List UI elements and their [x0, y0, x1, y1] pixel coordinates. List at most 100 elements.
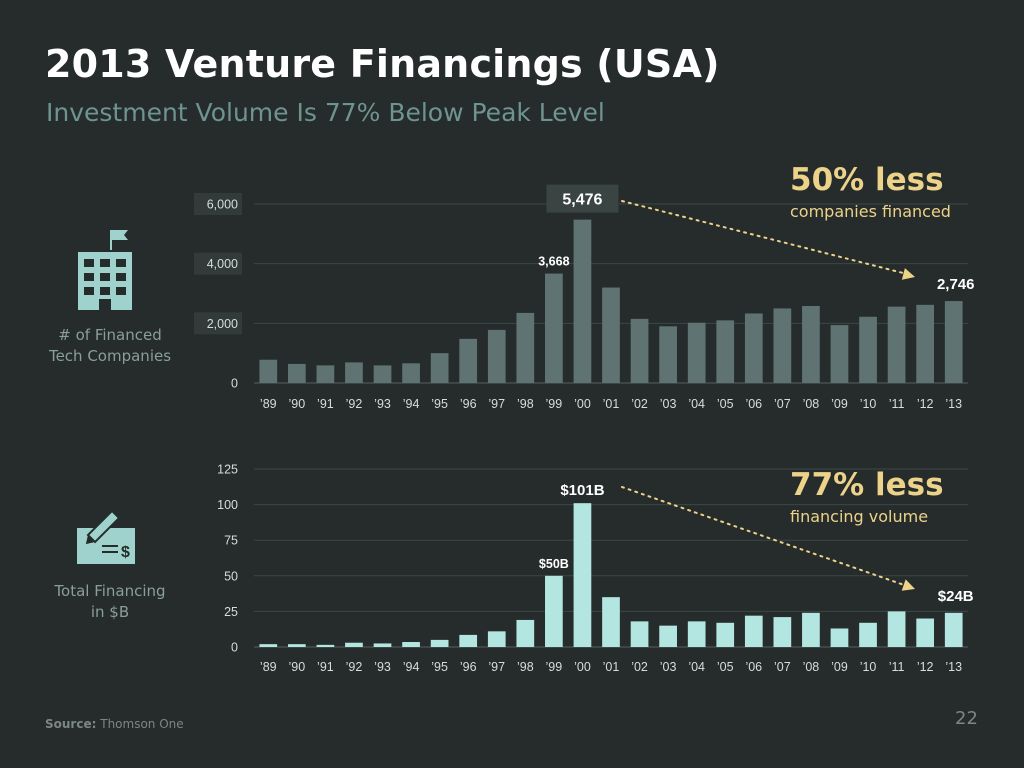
companies-bar: [830, 325, 849, 383]
financing-xtick-label: ’03: [660, 660, 677, 674]
financing-bar: [602, 597, 620, 647]
companies-xtick-label: ’93: [374, 397, 391, 411]
companies-bar: [916, 304, 935, 383]
financing-xtick-label: ’89: [260, 660, 277, 674]
financing-xtick-label: ’06: [745, 660, 762, 674]
financing-side-label-line1: Total Financing: [54, 582, 166, 600]
financing-xtick-label: ’91: [317, 660, 334, 674]
financing-xtick-label: ’10: [860, 660, 877, 674]
companies-bar: [744, 313, 763, 383]
financing-ytick-label: 50: [224, 569, 238, 583]
companies-xtick-label: ’03: [660, 397, 677, 411]
financing-bar: [802, 612, 820, 647]
companies-side-label: # of Financed Tech Companies: [40, 325, 180, 367]
financing-xtick-label: ’04: [688, 660, 705, 674]
financing-xtick-label: ’09: [831, 660, 848, 674]
financing-callout-headline: 77% less: [790, 467, 944, 503]
companies-xtick-label: ’12: [917, 397, 934, 411]
companies-xtick-label: ’10: [860, 397, 877, 411]
companies-bar: [944, 301, 963, 383]
companies-data-label: 3,668: [538, 255, 569, 269]
companies-side-label-line2: Tech Companies: [48, 347, 172, 365]
companies-xtick-label: ’90: [288, 397, 305, 411]
financing-xtick-label: ’90: [288, 660, 305, 674]
companies-ytick-label: 4,000: [207, 257, 238, 271]
financing-xtick-label: ’97: [488, 660, 505, 674]
financing-xtick-label: ’05: [717, 660, 734, 674]
companies-xtick-label: ’94: [403, 397, 420, 411]
financing-callout-text: financing volume: [790, 507, 929, 526]
companies-callout-headline: 50% less: [790, 162, 944, 198]
financing-side-label: Total Financing in $B: [40, 581, 180, 623]
companies-xtick-label: ’95: [431, 397, 448, 411]
companies-side-label-line1: # of Financed: [58, 326, 162, 344]
financing-bar: [287, 644, 306, 647]
page-number: 22: [955, 708, 978, 729]
companies-ytick-label: 0: [231, 377, 238, 391]
financing-bar: [944, 612, 963, 647]
companies-bar: [345, 362, 363, 383]
companies-xtick-label: ’08: [803, 397, 820, 411]
financing-bar: [916, 618, 935, 647]
office-building-icon: [76, 226, 136, 316]
companies-xtick-label: ’07: [774, 397, 791, 411]
financing-bar: [573, 503, 592, 647]
companies-xtick-label: ’04: [688, 397, 705, 411]
slide-subtitle: Investment Volume Is 77% Below Peak Leve…: [46, 98, 605, 127]
companies-xtick-label: ’02: [631, 397, 648, 411]
financing-bar: [687, 621, 706, 647]
companies-bar: [602, 287, 620, 383]
financing-bar: [859, 622, 877, 647]
financing-bar: [516, 619, 535, 647]
financing-data-label: $24B: [938, 588, 974, 605]
financing-bar: [430, 639, 449, 647]
companies-xtick-label: ’05: [717, 397, 734, 411]
financing-xtick-label: ’08: [803, 660, 820, 674]
financing-bar: [345, 642, 363, 647]
financing-xtick-label: ’92: [346, 660, 363, 674]
companies-ytick-box: [194, 252, 242, 275]
financing-bar: [716, 622, 735, 647]
financing-xtick-label: ’02: [631, 660, 648, 674]
financing-bar: [259, 644, 278, 647]
financing-bar: [545, 575, 563, 647]
companies-bar: [373, 365, 392, 383]
companies-xtick-label: ’11: [889, 397, 905, 411]
source-note: Source: Thomson One: [45, 717, 184, 731]
companies-trend-arrow-head: [901, 268, 915, 280]
svg-text:$: $: [121, 544, 130, 561]
financing-bar: [630, 621, 649, 647]
financing-xtick-label: ’07: [774, 660, 791, 674]
companies-data-label: 2,746: [937, 276, 975, 293]
signed-check-icon: $: [76, 508, 138, 570]
companies-xtick-label: ’01: [603, 397, 620, 411]
companies-trend-arrow-line: [621, 200, 908, 275]
financing-ytick-label: 100: [217, 498, 238, 512]
companies-xtick-label: ’13: [945, 397, 962, 411]
companies-ytick-box: [194, 312, 242, 335]
companies-bar: [516, 312, 535, 383]
financing-xtick-label: ’99: [546, 660, 563, 674]
financing-xtick-label: ’01: [603, 660, 620, 674]
companies-ytick-label: 2,000: [207, 317, 238, 331]
companies-xtick-label: ’91: [317, 397, 334, 411]
financing-bar: [744, 615, 763, 647]
companies-ytick-label: 6,000: [207, 198, 238, 212]
source-text: Thomson One: [100, 717, 184, 731]
companies-xtick-label: ’09: [831, 397, 848, 411]
companies-bar: [802, 306, 820, 383]
financing-bar: [402, 642, 420, 647]
companies-xtick-label: ’00: [574, 397, 591, 411]
companies-bar: [573, 219, 592, 383]
financing-bar: [773, 617, 792, 647]
financing-side-label-line2: in $B: [90, 603, 130, 621]
financing-xtick-label: ’96: [460, 660, 477, 674]
companies-xtick-label: ’98: [517, 397, 534, 411]
companies-bar: [859, 316, 877, 383]
companies-bar: [659, 326, 677, 383]
companies-bar: [630, 318, 649, 383]
companies-xtick-label: ’96: [460, 397, 477, 411]
financing-ytick-label: 75: [224, 534, 238, 548]
companies-bar: [887, 306, 906, 383]
financing-ytick-label: 125: [217, 463, 238, 477]
